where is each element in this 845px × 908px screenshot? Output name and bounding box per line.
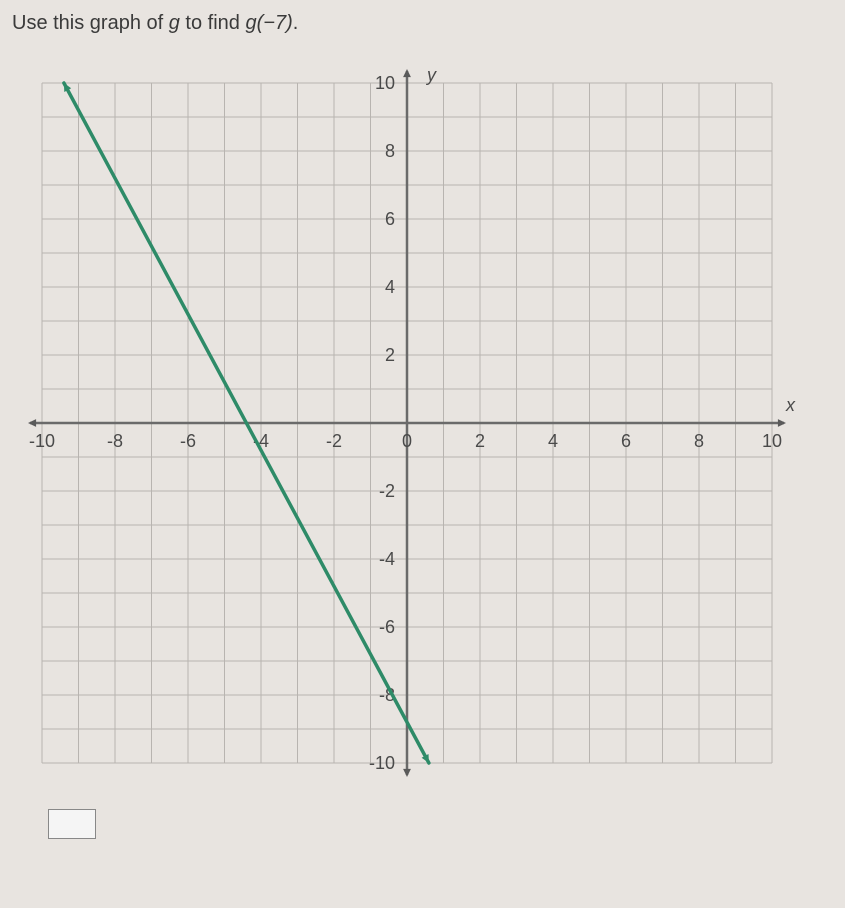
svg-text:-10: -10: [369, 753, 395, 773]
svg-text:8: 8: [694, 431, 704, 451]
prompt-mid: to find: [180, 12, 246, 34]
svg-text:-8: -8: [107, 431, 123, 451]
svg-text:8: 8: [385, 141, 395, 161]
svg-text:-6: -6: [180, 431, 196, 451]
svg-text:6: 6: [621, 431, 631, 451]
svg-text:4: 4: [548, 431, 558, 451]
svg-text:10: 10: [762, 431, 782, 451]
svg-text:-10: -10: [29, 431, 55, 451]
svg-text:-6: -6: [379, 617, 395, 637]
prompt-prefix: Use this graph of: [12, 12, 169, 34]
prompt-suffix: .: [293, 12, 299, 34]
svg-text:-2: -2: [326, 431, 342, 451]
svg-text:4: 4: [385, 277, 395, 297]
prompt-func: g: [169, 12, 180, 34]
question-prompt: Use this graph of g to find g(−7).: [12, 12, 833, 35]
prompt-call: g(−7): [245, 12, 292, 34]
answer-input-box[interactable]: [48, 809, 96, 839]
coordinate-graph: -10-8-6-4-20246810-10-8-6-4-2246810yx: [12, 53, 802, 793]
svg-text:-2: -2: [379, 481, 395, 501]
svg-text:2: 2: [475, 431, 485, 451]
svg-text:2: 2: [385, 345, 395, 365]
graph-container: -10-8-6-4-20246810-10-8-6-4-2246810yx: [12, 53, 833, 793]
svg-text:x: x: [785, 395, 796, 415]
svg-text:-4: -4: [379, 549, 395, 569]
svg-text:6: 6: [385, 209, 395, 229]
svg-text:0: 0: [402, 431, 412, 451]
svg-text:y: y: [425, 65, 437, 85]
svg-text:10: 10: [375, 73, 395, 93]
